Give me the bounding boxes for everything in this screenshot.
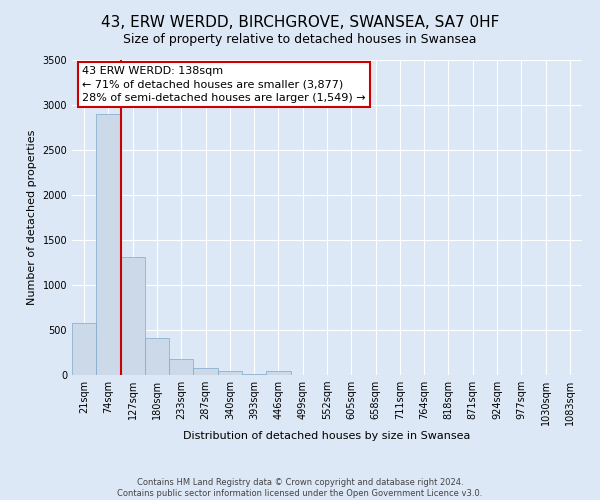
Text: Contains HM Land Registry data © Crown copyright and database right 2024.
Contai: Contains HM Land Registry data © Crown c… [118,478,482,498]
X-axis label: Distribution of detached houses by size in Swansea: Distribution of detached houses by size … [184,430,470,440]
Text: Size of property relative to detached houses in Swansea: Size of property relative to detached ho… [123,32,477,46]
Bar [218,371,242,375]
Bar [266,370,290,375]
Bar [121,257,145,375]
Bar [96,114,121,375]
Bar [242,374,266,375]
Y-axis label: Number of detached properties: Number of detached properties [27,130,37,305]
Bar [193,368,218,375]
Text: 43, ERW WERDD, BIRCHGROVE, SWANSEA, SA7 0HF: 43, ERW WERDD, BIRCHGROVE, SWANSEA, SA7 … [101,15,499,30]
Bar [169,359,193,375]
Bar [72,324,96,375]
Text: 43 ERW WERDD: 138sqm
← 71% of detached houses are smaller (3,877)
28% of semi-de: 43 ERW WERDD: 138sqm ← 71% of detached h… [82,66,366,102]
Bar [145,338,169,375]
